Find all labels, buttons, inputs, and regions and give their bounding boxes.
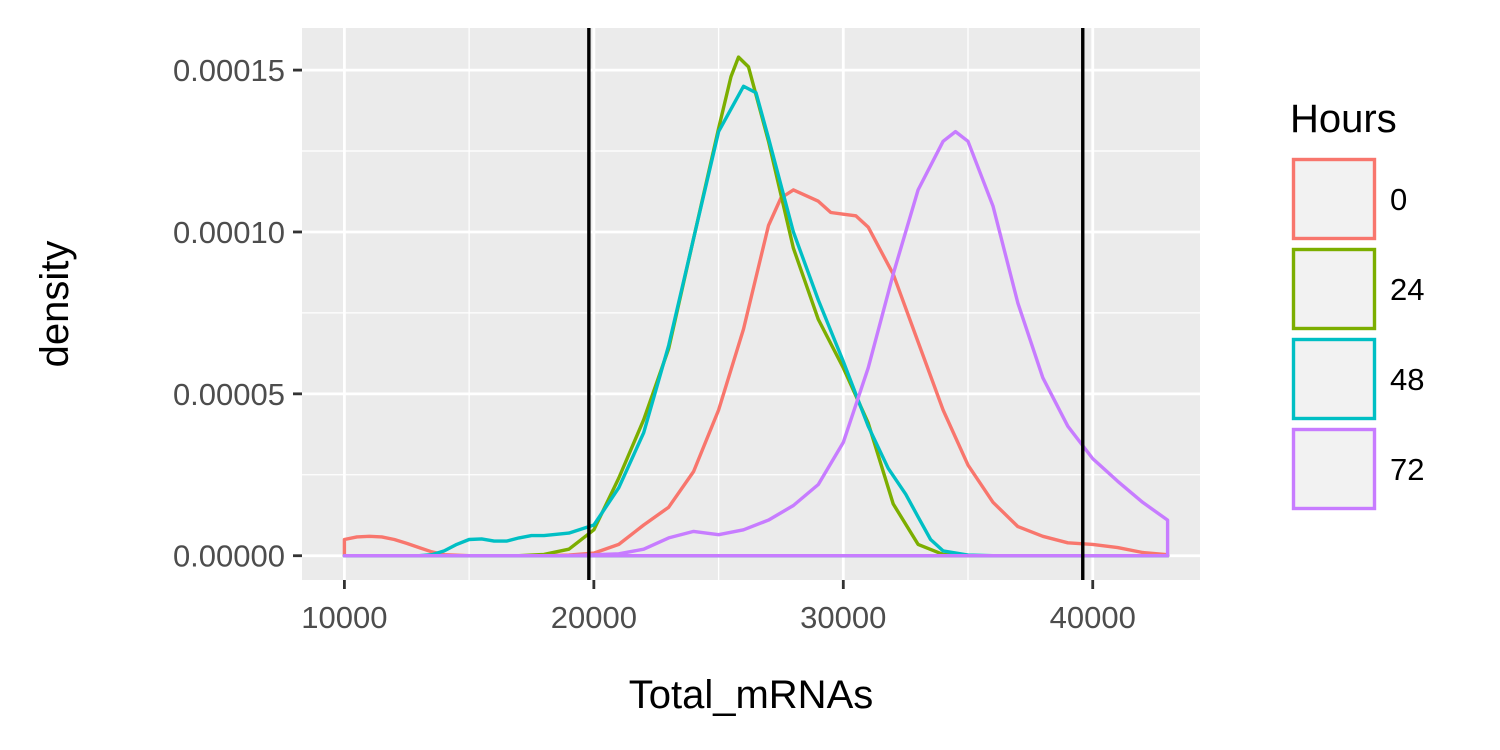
legend-key-background [1292, 428, 1376, 510]
x-tick-label: 40000 [1050, 600, 1136, 635]
legend-key-24 [1291, 247, 1377, 331]
reference-lines [587, 28, 1085, 580]
legend-key-48 [1291, 337, 1377, 421]
y-tick-label: 0.00005 [173, 377, 285, 412]
legend-key-0 [1291, 157, 1377, 241]
y-tick-label: 0.00010 [173, 215, 285, 250]
legend-key-background [1292, 248, 1376, 330]
minor-gridlines [302, 28, 1200, 580]
legend-title: Hours [1290, 97, 1397, 141]
x-tick-label: 20000 [551, 600, 637, 635]
density-series-0 [342, 188, 1170, 558]
x-tick-label: 30000 [800, 600, 886, 635]
legend-label-24: 24 [1390, 272, 1424, 307]
density-series-72 [342, 129, 1170, 558]
x-tick-label: 10000 [301, 600, 387, 635]
y-axis: 0.00000 0.00005 0.00010 0.00015 [173, 53, 302, 574]
y-tick-label: 0.00015 [173, 53, 285, 88]
x-axis-title: Total_mRNAs [629, 673, 874, 717]
legend-key-72 [1291, 427, 1377, 511]
y-axis-title: density [33, 241, 77, 368]
x-axis: 10000 20000 30000 40000 [301, 580, 1136, 635]
legend-key-background [1292, 158, 1376, 240]
density-series-48 [342, 84, 1170, 558]
y-tick-label: 0.00000 [173, 539, 285, 574]
legend-label-48: 48 [1390, 362, 1424, 397]
legend-label-72: 72 [1390, 452, 1424, 487]
legend-key-background [1292, 338, 1376, 420]
legend: Hours 0 24 48 72 [1290, 97, 1424, 511]
legend-label-0: 0 [1390, 182, 1407, 217]
